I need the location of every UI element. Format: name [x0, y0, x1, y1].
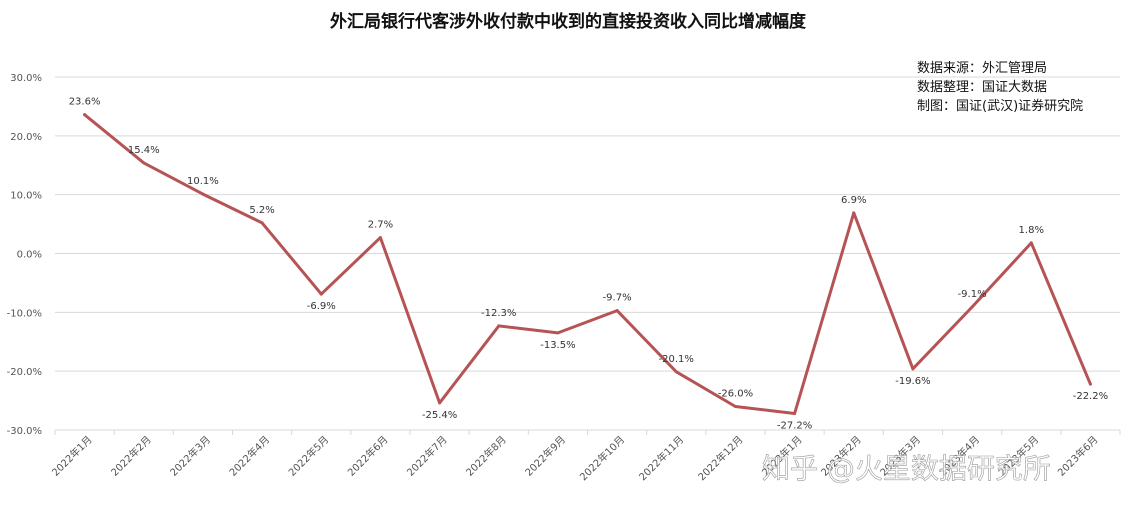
- data-label: -9.7%: [603, 293, 632, 304]
- data-point: [733, 404, 737, 408]
- x-tick-label: 2023年6月: [1055, 433, 1101, 479]
- source-note-1: 数据来源：外汇管理局: [917, 61, 1047, 76]
- y-tick-label: 10.0%: [10, 191, 42, 202]
- data-point: [615, 309, 619, 313]
- data-label: -25.4%: [422, 410, 457, 421]
- x-tick-label: 2022年5月: [286, 433, 332, 479]
- data-label: 23.6%: [69, 97, 101, 108]
- y-tick-label: 30.0%: [10, 73, 42, 84]
- data-point: [1029, 241, 1033, 245]
- source-note-2: 数据整理：国证大数据: [917, 80, 1047, 95]
- chart-title: 外汇局银行代客涉外收付款中收到的直接投资收入同比增减幅度: [330, 11, 807, 32]
- x-tick-label: 2022年7月: [404, 433, 450, 479]
- data-point: [970, 305, 974, 309]
- data-label: -13.5%: [540, 340, 575, 351]
- data-label: 5.2%: [249, 205, 274, 216]
- data-point: [378, 236, 382, 240]
- data-label: -19.6%: [895, 376, 930, 387]
- data-label: -20.1%: [659, 354, 694, 365]
- y-tick-label: 20.0%: [10, 132, 42, 143]
- source-notes: 数据来源：外汇管理局 数据整理：国证大数据 制图：国证(武汉)证券研究院: [917, 61, 1083, 114]
- data-point: [142, 161, 146, 165]
- x-tick-label: 2022年8月: [463, 433, 509, 479]
- data-label: 10.1%: [187, 176, 219, 187]
- data-label: 15.4%: [128, 145, 160, 156]
- data-point: [556, 331, 560, 335]
- data-label: -22.2%: [1073, 391, 1108, 402]
- data-point: [438, 401, 442, 405]
- data-point: [319, 292, 323, 296]
- data-point: [793, 412, 797, 416]
- data-point: [1088, 382, 1092, 386]
- data-point: [911, 367, 915, 371]
- x-tick-label: 2022年10月: [577, 433, 627, 483]
- x-tick-label: 2022年12月: [695, 433, 745, 483]
- data-label: -26.0%: [718, 388, 753, 399]
- data-label: -12.3%: [481, 308, 516, 319]
- y-tick-label: -10.0%: [7, 308, 42, 319]
- data-label: -9.1%: [958, 289, 987, 300]
- x-tick-label: 2022年9月: [522, 433, 568, 479]
- y-tick-label: 0.0%: [17, 250, 42, 261]
- grid-lines: [55, 76, 1120, 431]
- data-point: [497, 324, 501, 328]
- data-label: -6.9%: [307, 301, 336, 312]
- x-tick-label: 2022年4月: [226, 433, 272, 479]
- data-label: 6.9%: [841, 195, 866, 206]
- data-point: [260, 221, 264, 225]
- data-point: [201, 192, 205, 196]
- series-line-group: [83, 113, 1092, 416]
- source-note-3: 制图：国证(武汉)证券研究院: [917, 98, 1083, 114]
- data-labels: 23.6% 15.4% 10.1% 5.2% -6.9% 2.7% -25.4% -12.3%…: [69, 97, 1108, 432]
- data-point: [852, 211, 856, 215]
- data-label: 1.8%: [1019, 225, 1044, 236]
- watermark: 知乎 @火星数据研究所: [762, 452, 1051, 485]
- x-tick-label: 2022年11月: [636, 433, 686, 483]
- x-tick-label: 2022年3月: [167, 433, 213, 479]
- x-tick-label: 2022年1月: [49, 433, 95, 479]
- y-axis: 30.0% 20.0% 10.0% 0.0% -10.0% -20.0% -30.0%: [7, 73, 42, 437]
- data-point: [83, 113, 87, 117]
- y-tick-label: -20.0%: [7, 367, 42, 378]
- data-label: 2.7%: [368, 220, 393, 231]
- x-tick-label: 2022年2月: [108, 433, 154, 479]
- y-tick-label: -30.0%: [7, 426, 42, 437]
- x-tick-label: 2022年6月: [345, 433, 391, 479]
- series-line: [83, 113, 1092, 415]
- data-label: -27.2%: [777, 421, 812, 432]
- data-point: [674, 370, 678, 374]
